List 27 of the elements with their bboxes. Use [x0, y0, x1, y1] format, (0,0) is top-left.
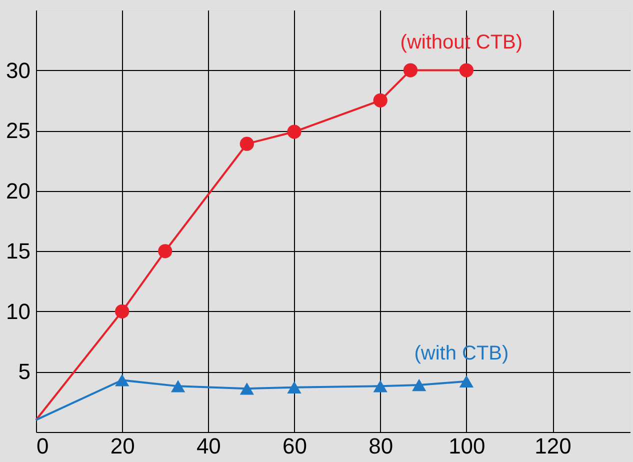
point [170, 380, 186, 392]
point [373, 93, 388, 108]
x-tick-label: 120 [534, 434, 572, 458]
y-tick-label: 20 [6, 178, 30, 204]
point [459, 375, 474, 388]
point [403, 63, 418, 78]
point [287, 124, 302, 139]
x-tick-label: 80 [368, 434, 394, 458]
point [240, 382, 254, 395]
point [158, 244, 172, 258]
point [412, 378, 426, 392]
point [115, 304, 130, 318]
point [373, 380, 388, 392]
point [115, 374, 130, 386]
point [287, 381, 302, 394]
y-tick-label: 25 [6, 118, 30, 144]
x-tick-label: 100 [448, 434, 486, 458]
y-tick-label: 15 [6, 238, 30, 264]
x-tick-label: 60 [282, 434, 308, 458]
y-tick-label: 30 [6, 58, 30, 83]
point [240, 136, 254, 151]
y-tick-label: 5 [18, 359, 30, 384]
x-tick-label: 0 [36, 434, 49, 458]
point [459, 63, 474, 78]
x-tick-label: 20 [110, 434, 135, 458]
x-tick-label: 40 [196, 434, 221, 458]
y-tick-label: 10 [6, 298, 30, 324]
